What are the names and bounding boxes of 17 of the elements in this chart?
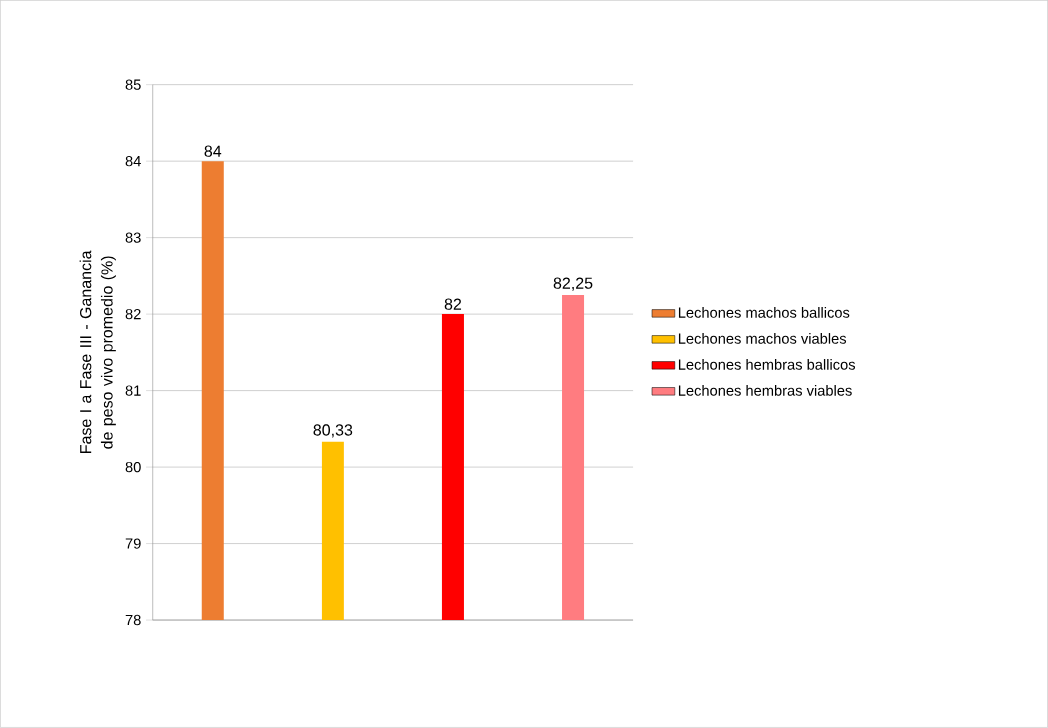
y-tick-label: 84: [125, 156, 141, 167]
y-tick-label: 82: [125, 309, 141, 320]
data-label: 82: [444, 298, 462, 310]
data-label: 84: [204, 145, 222, 157]
legend-label: Lechones hembras viables: [678, 385, 852, 396]
legend-label: Lechones machos viables: [678, 333, 847, 344]
y-axis-title: Fase I a Fase III - Ganancia de peso vivo promedio (%): [79, 250, 116, 454]
legend-label: Lechones hembras ballicos: [678, 359, 856, 370]
y-tick-label: 83: [125, 232, 141, 243]
y-tick-label: 79: [125, 538, 141, 549]
y-tick-label: 81: [125, 385, 141, 396]
data-label: 82,25: [553, 277, 593, 291]
y-tick-label: 80: [125, 462, 141, 473]
data-label: 80,33: [313, 424, 353, 438]
legend-label: Lechones machos ballicos: [678, 307, 850, 318]
y-tick-label: 85: [125, 79, 141, 90]
y-tick-label: 78: [125, 615, 141, 626]
